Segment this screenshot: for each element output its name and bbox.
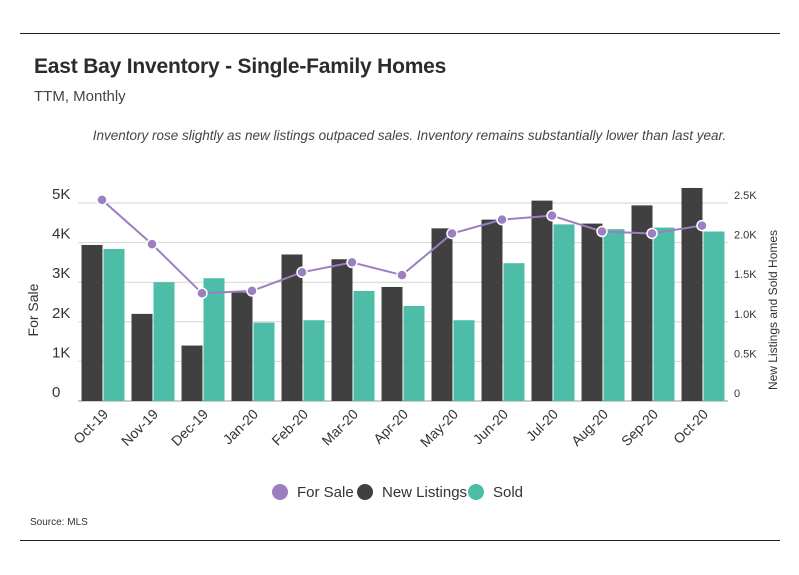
bar-new-listings (181, 345, 203, 401)
left-tick-label: 5K (52, 186, 70, 203)
right-tick-label: 0.5K (734, 348, 757, 360)
for-sale-point (296, 266, 308, 279)
left-tick-label: 1K (52, 344, 70, 361)
for-sale-point (246, 285, 258, 297)
x-tick-label: Aug-20 (568, 406, 611, 449)
bar-sold (703, 231, 725, 401)
left-tick-label: 0 (52, 384, 60, 401)
x-tick-label: Mar-20 (318, 406, 361, 449)
for-sale-point (446, 227, 458, 240)
x-tick-label: Nov-19 (118, 406, 161, 449)
top-rule (20, 33, 780, 34)
left-tick-label: 2K (52, 305, 70, 322)
legend: For Sale New Listings Sold (272, 484, 523, 501)
for-sale-point (696, 219, 708, 232)
x-tick-label: May-20 (417, 406, 461, 450)
for-sale-point (596, 225, 608, 238)
x-tick-label: Apr-20 (370, 406, 411, 447)
bottom-rule (20, 540, 780, 541)
x-axis-ticks: Oct-19 Nov-19 Dec-19 Jan-20 Feb-20 Mar-20 Apr-… (70, 406, 711, 450)
x-tick-label: Jun-20 (470, 406, 512, 448)
x-tick-label: Dec-19 (168, 406, 211, 449)
for-sale-point (396, 269, 408, 281)
bar-new-listings (531, 200, 553, 401)
bar-sold (603, 229, 625, 401)
for-sale-point (546, 209, 558, 222)
bar-new-listings (131, 313, 153, 401)
bar-new-listings (331, 259, 353, 401)
chart-subtitle: TTM, Monthly (34, 88, 126, 105)
bar-sold (553, 224, 575, 401)
bar-sold (503, 263, 525, 401)
x-tick-label: Oct-20 (670, 406, 711, 447)
right-tick-label: 2.5K (734, 190, 757, 202)
legend-label: For Sale (297, 484, 354, 501)
bar-sold (403, 305, 425, 401)
bar-sold (453, 320, 475, 401)
bar-new-listings (281, 254, 303, 401)
bar-sold (303, 320, 325, 401)
right-tick-label: 1.0K (734, 309, 757, 321)
x-tick-label: Feb-20 (268, 406, 311, 449)
bar-sold (103, 248, 125, 401)
right-tick-label: 0 (734, 388, 740, 400)
for-sale-line (96, 194, 708, 300)
legend-marker (468, 484, 484, 500)
bar-new-listings (581, 223, 603, 401)
x-tick-label: Jan-20 (220, 406, 262, 448)
bar-sold (153, 282, 175, 401)
right-axis-ticks: 0 0.5K 1.0K 1.5K 2.0K 2.5K (734, 190, 757, 400)
legend-marker (272, 484, 288, 500)
legend-label: New Listings (382, 484, 467, 501)
for-sale-point (346, 256, 358, 269)
for-sale-point (646, 227, 658, 240)
chart-annotation: Inventory rose slightly as new listings … (92, 128, 727, 143)
right-axis-title: New Listings and Sold Homes (766, 230, 780, 390)
legend-marker (357, 484, 373, 500)
bar-sold (653, 227, 675, 401)
for-sale-point (496, 213, 508, 226)
bar-sold (253, 322, 275, 401)
x-tick-label: Jul-20 (523, 406, 561, 444)
left-tick-label: 3K (52, 265, 70, 282)
bars (81, 187, 725, 401)
bar-new-listings (631, 205, 653, 401)
bar-new-listings (431, 228, 453, 401)
bar-new-listings (231, 292, 253, 401)
chart-title: East Bay Inventory - Single-Family Homes (34, 55, 447, 78)
bar-new-listings (481, 219, 503, 401)
bar-new-listings (681, 187, 703, 401)
gridlines (78, 202, 728, 362)
for-sale-point (146, 238, 158, 250)
source-note: Source: MLS (30, 517, 88, 528)
bar-new-listings (81, 244, 103, 401)
right-tick-label: 2.0K (734, 230, 757, 242)
left-tick-label: 4K (52, 226, 70, 243)
legend-label: Sold (493, 484, 523, 501)
left-axis-title: For Sale (25, 283, 41, 336)
bar-new-listings (381, 286, 403, 401)
bar-sold (353, 290, 375, 401)
left-axis-ticks: 0 1K 2K 3K 4K 5K (52, 186, 70, 401)
bar-sold (203, 278, 225, 401)
for-sale-point (196, 287, 208, 300)
x-tick-label: Oct-19 (70, 406, 111, 447)
for-sale-point (96, 194, 108, 206)
x-tick-label: Sep-20 (618, 406, 661, 449)
right-tick-label: 1.5K (734, 269, 757, 281)
